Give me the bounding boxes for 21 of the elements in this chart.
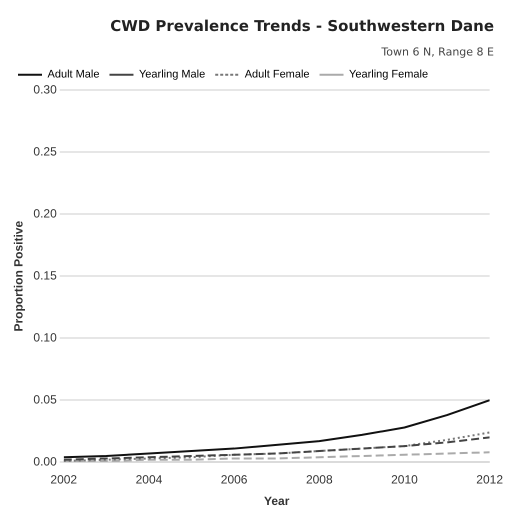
x-tick-label: 2006 xyxy=(220,472,248,487)
y-tick-label: 0.00 xyxy=(33,454,58,469)
x-tick-label: 2002 xyxy=(50,472,78,487)
x-axis-title: Year xyxy=(264,494,290,508)
y-tick-label: 0.15 xyxy=(33,268,58,283)
chart-title: CWD Prevalence Trends - Southwestern Dane xyxy=(110,16,494,35)
y-tick-label: 0.05 xyxy=(33,392,58,407)
x-tick-label: 2008 xyxy=(306,472,333,487)
legend-label: Adult Female xyxy=(244,68,310,81)
legend-label: Yearling Female xyxy=(349,68,428,81)
x-tick-label: 2012 xyxy=(476,472,504,487)
y-tick-label: 0.30 xyxy=(33,82,58,97)
y-tick-label: 0.25 xyxy=(33,144,58,159)
y-axis-title: Proportion Positive xyxy=(12,220,26,332)
y-tick-label: 0.10 xyxy=(33,330,58,345)
chart-subtitle: Town 6 N, Range 8 E xyxy=(380,45,494,58)
x-tick-label: 2004 xyxy=(136,472,163,487)
x-tick-label: 2010 xyxy=(391,472,418,487)
y-tick-label: 0.20 xyxy=(33,206,58,221)
legend-label: Adult Male xyxy=(48,68,100,81)
legend-label: Yearling Male xyxy=(138,68,206,81)
